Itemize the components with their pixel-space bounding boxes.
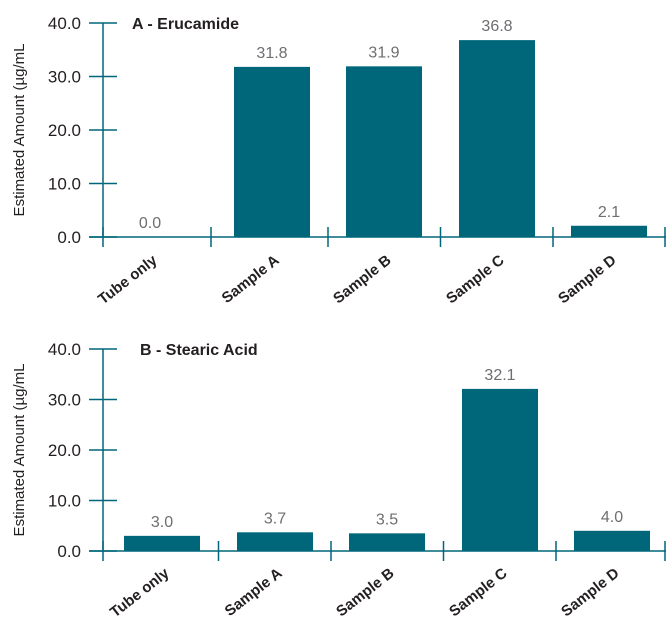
data-label: 3.7 [264, 510, 286, 527]
y-tick-label: 10.0 [48, 175, 81, 194]
panel-title: B - Stearic Acid [140, 342, 258, 359]
panel-title: A - Erucamide [132, 16, 239, 33]
x-tick-label: Sample D [558, 565, 622, 621]
data-label: 4.0 [601, 509, 623, 526]
data-label: 32.1 [484, 367, 515, 384]
bar [459, 40, 535, 238]
x-tick-label: Sample B [333, 565, 397, 621]
data-label: 31.9 [368, 44, 399, 61]
bar [574, 530, 650, 551]
x-tick-label: Sample C [443, 252, 507, 308]
bar [124, 535, 200, 551]
data-label: 3.0 [151, 514, 173, 531]
y-tick-label: 20.0 [48, 121, 81, 140]
data-label: 3.5 [376, 511, 398, 528]
bar [349, 533, 425, 551]
bar [237, 532, 313, 551]
bar [571, 225, 647, 237]
x-tick-label: Tube only [95, 251, 161, 308]
y-axis-label: Estimated Amount (µg/mL [11, 364, 28, 537]
chart-panel-a: A - Erucamide Estimated Amount (µg/mL 0.0 1… [11, 14, 666, 308]
x-tick-label: Sample C [446, 565, 510, 621]
data-label: 36.8 [481, 18, 512, 35]
x-tick-label: Sample A [222, 565, 286, 620]
bar [346, 66, 422, 238]
y-tick-label: 0.0 [57, 228, 81, 247]
y-tick-label: 0.0 [57, 542, 81, 561]
y-tick-label: 40.0 [48, 340, 81, 359]
y-axis-label: Estimated Amount (µg/mL [11, 44, 28, 217]
y-tick-label: 30.0 [48, 68, 81, 87]
y-tick-label: 10.0 [48, 492, 81, 511]
bar [234, 66, 310, 238]
data-label: 0.0 [139, 215, 161, 232]
data-label: 2.1 [598, 204, 620, 221]
bar [462, 388, 538, 551]
x-tick-label: Sample A [219, 252, 283, 307]
x-tick-label: Sample D [555, 252, 619, 308]
x-tick-label: Tube only [107, 564, 173, 621]
y-tick-label: 30.0 [48, 391, 81, 410]
chart-panel-b: B - Stearic Acid Estimated Amount (µg/mL 0… [11, 340, 666, 621]
data-label: 31.8 [256, 45, 287, 62]
y-tick-label: 40.0 [48, 14, 81, 33]
x-tick-label: Sample B [330, 252, 394, 308]
y-tick-label: 20.0 [48, 441, 81, 460]
